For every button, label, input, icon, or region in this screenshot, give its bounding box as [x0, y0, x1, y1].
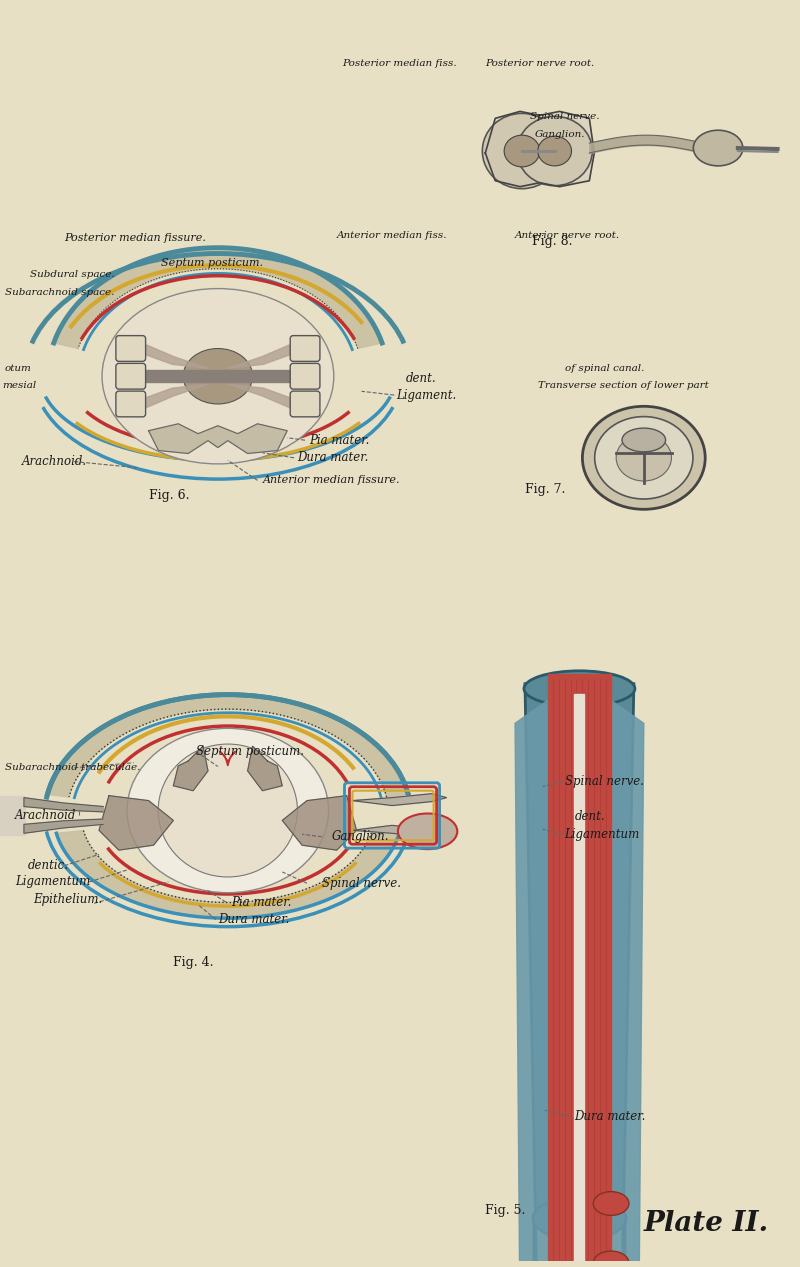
- Text: dent.: dent.: [574, 810, 605, 824]
- Text: Anterior nerve root.: Anterior nerve root.: [515, 231, 620, 241]
- Text: Ligament.: Ligament.: [396, 389, 457, 402]
- Ellipse shape: [183, 348, 253, 404]
- Ellipse shape: [533, 1196, 626, 1240]
- FancyBboxPatch shape: [116, 392, 146, 417]
- Text: Fig. 4.: Fig. 4.: [174, 955, 214, 969]
- Text: Spinal nerve.: Spinal nerve.: [530, 111, 599, 120]
- Text: Fig. 8.: Fig. 8.: [532, 236, 572, 248]
- Text: Fig. 6.: Fig. 6.: [149, 489, 189, 502]
- Text: Posterior median fiss.: Posterior median fiss.: [342, 60, 456, 68]
- Text: Dura mater.: Dura mater.: [218, 914, 290, 926]
- Text: Fig. 5.: Fig. 5.: [486, 1204, 526, 1218]
- Polygon shape: [228, 384, 299, 411]
- Ellipse shape: [594, 1251, 629, 1267]
- Polygon shape: [129, 370, 307, 383]
- Ellipse shape: [398, 813, 458, 849]
- Text: dent.: dent.: [406, 372, 437, 385]
- Text: Subdural space.: Subdural space.: [30, 270, 114, 279]
- Text: Spinal nerve.: Spinal nerve.: [565, 775, 643, 788]
- Text: Septum posticum.: Septum posticum.: [196, 745, 304, 758]
- Text: Arachnoid: Arachnoid: [15, 808, 76, 822]
- Text: Posterior median fissure.: Posterior median fissure.: [64, 233, 206, 243]
- Ellipse shape: [45, 692, 411, 939]
- Polygon shape: [137, 384, 208, 411]
- Text: mesial: mesial: [2, 380, 36, 389]
- FancyBboxPatch shape: [116, 364, 146, 389]
- Ellipse shape: [482, 113, 562, 189]
- Text: of spinal canal.: of spinal canal.: [565, 364, 644, 374]
- Polygon shape: [353, 825, 446, 837]
- Text: Pia mater.: Pia mater.: [230, 896, 291, 908]
- Text: Epithelium.: Epithelium.: [33, 893, 102, 906]
- FancyBboxPatch shape: [290, 364, 320, 389]
- Text: Arachnoid.: Arachnoid.: [22, 455, 87, 468]
- Polygon shape: [99, 796, 174, 850]
- Text: otum: otum: [5, 364, 32, 374]
- Ellipse shape: [517, 117, 592, 186]
- Polygon shape: [486, 111, 594, 186]
- Text: Transverse section of lower part: Transverse section of lower part: [538, 380, 709, 389]
- Polygon shape: [587, 684, 644, 1267]
- Text: Pia mater.: Pia mater.: [309, 433, 370, 447]
- Polygon shape: [56, 831, 399, 919]
- Text: dentic.: dentic.: [28, 859, 69, 872]
- Polygon shape: [248, 746, 282, 791]
- FancyBboxPatch shape: [116, 336, 146, 361]
- Polygon shape: [149, 423, 287, 454]
- Polygon shape: [137, 342, 208, 369]
- Polygon shape: [47, 694, 408, 797]
- Text: Subarachnoid trabeculae.: Subarachnoid trabeculae.: [5, 763, 140, 773]
- Text: Ganglion.: Ganglion.: [535, 129, 586, 138]
- Polygon shape: [525, 684, 634, 1267]
- Ellipse shape: [616, 435, 671, 481]
- Text: Dura mater.: Dura mater.: [297, 451, 369, 464]
- Text: Anterior median fiss.: Anterior median fiss.: [337, 231, 447, 241]
- Polygon shape: [548, 674, 611, 1267]
- Ellipse shape: [582, 407, 706, 509]
- Text: Spinal nerve.: Spinal nerve.: [322, 877, 401, 889]
- Polygon shape: [54, 247, 382, 348]
- Polygon shape: [574, 693, 584, 1267]
- Ellipse shape: [504, 136, 540, 167]
- FancyBboxPatch shape: [290, 392, 320, 417]
- Polygon shape: [0, 796, 25, 835]
- Polygon shape: [353, 793, 446, 806]
- Polygon shape: [228, 342, 299, 369]
- Polygon shape: [24, 798, 103, 812]
- FancyBboxPatch shape: [290, 336, 320, 361]
- Ellipse shape: [594, 1192, 629, 1215]
- Text: Ligamentum: Ligamentum: [15, 875, 90, 888]
- Text: Dura mater.: Dura mater.: [574, 1110, 646, 1123]
- Ellipse shape: [158, 744, 298, 877]
- Text: Posterior nerve root.: Posterior nerve root.: [486, 60, 594, 68]
- Text: Anterior median fissure.: Anterior median fissure.: [262, 475, 400, 485]
- Polygon shape: [515, 684, 571, 1267]
- Text: Plate II.: Plate II.: [644, 1210, 769, 1237]
- Text: Ganglion.: Ganglion.: [332, 830, 390, 844]
- Ellipse shape: [15, 242, 421, 511]
- Polygon shape: [174, 746, 208, 791]
- Ellipse shape: [524, 670, 635, 707]
- Ellipse shape: [594, 417, 693, 499]
- Polygon shape: [282, 796, 357, 850]
- Text: Ligamentum: Ligamentum: [565, 827, 640, 841]
- Ellipse shape: [694, 131, 743, 166]
- Ellipse shape: [127, 729, 329, 893]
- Polygon shape: [220, 751, 236, 767]
- Text: Subarachnoid space.: Subarachnoid space.: [5, 288, 114, 296]
- Text: Septum posticum.: Septum posticum.: [162, 258, 263, 269]
- Ellipse shape: [622, 428, 666, 452]
- Ellipse shape: [102, 289, 334, 464]
- Polygon shape: [24, 818, 103, 834]
- Ellipse shape: [538, 136, 571, 166]
- Text: Fig. 7.: Fig. 7.: [525, 483, 566, 495]
